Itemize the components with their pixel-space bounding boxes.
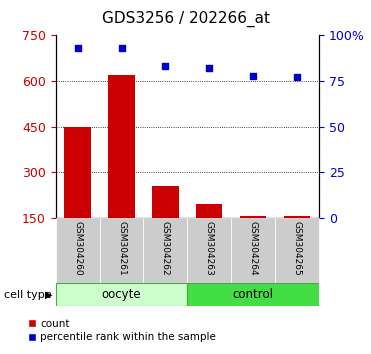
Text: GSM304260: GSM304260 bbox=[73, 221, 82, 276]
Bar bbox=[187, 218, 231, 283]
Bar bbox=[187, 283, 319, 306]
Bar bbox=[152, 186, 178, 218]
Bar bbox=[284, 216, 310, 218]
Point bbox=[250, 73, 256, 78]
Text: GDS3256 / 202266_at: GDS3256 / 202266_at bbox=[102, 11, 269, 27]
Point bbox=[119, 45, 125, 51]
Bar bbox=[275, 218, 319, 283]
Text: ▶: ▶ bbox=[45, 290, 53, 300]
Bar bbox=[99, 218, 144, 283]
Bar bbox=[240, 216, 266, 218]
Text: control: control bbox=[233, 288, 274, 301]
Bar bbox=[65, 127, 91, 218]
Bar bbox=[144, 218, 187, 283]
Point bbox=[294, 74, 300, 80]
Bar bbox=[231, 218, 275, 283]
Bar bbox=[56, 218, 99, 283]
Text: cell type: cell type bbox=[4, 290, 51, 300]
Point bbox=[162, 64, 168, 69]
Bar bbox=[56, 283, 187, 306]
Text: GSM304261: GSM304261 bbox=[117, 221, 126, 276]
Text: GSM304262: GSM304262 bbox=[161, 221, 170, 276]
Point bbox=[75, 45, 81, 51]
Bar bbox=[196, 204, 223, 218]
Bar bbox=[108, 75, 135, 218]
Text: GSM304264: GSM304264 bbox=[249, 221, 258, 276]
Text: GSM304263: GSM304263 bbox=[205, 221, 214, 276]
Point bbox=[206, 65, 212, 71]
Legend: count, percentile rank within the sample: count, percentile rank within the sample bbox=[24, 315, 220, 347]
Text: GSM304265: GSM304265 bbox=[293, 221, 302, 276]
Text: oocyte: oocyte bbox=[102, 288, 141, 301]
